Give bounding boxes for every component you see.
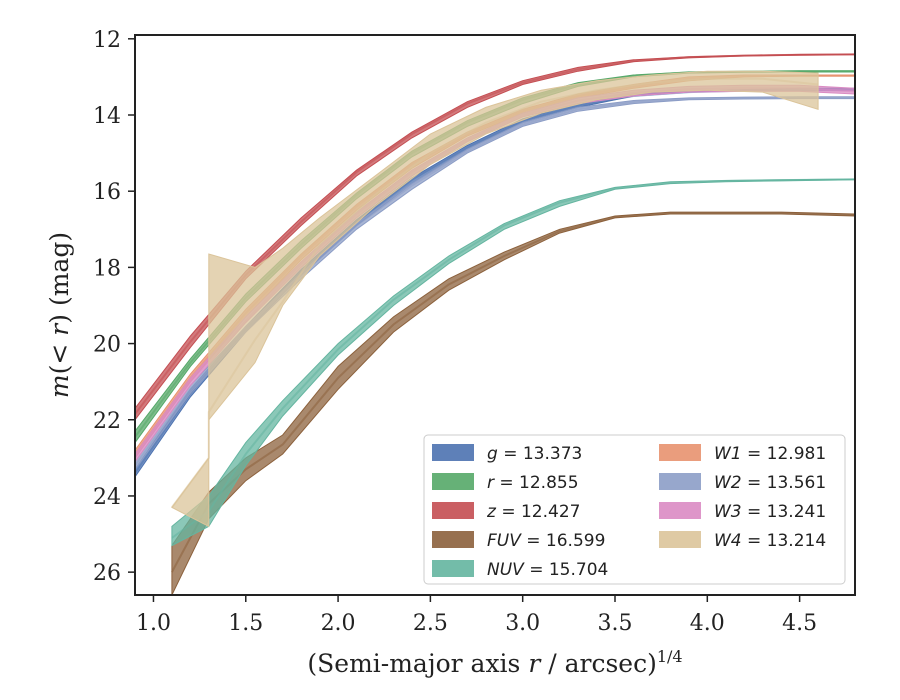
series-model-line-nuv bbox=[171, 178, 855, 539]
legend-swatch-w4 bbox=[659, 531, 701, 548]
y-tick-label: 14 bbox=[93, 104, 121, 129]
legend-swatch-fuv bbox=[432, 531, 474, 548]
x-tick-label: 2.0 bbox=[321, 611, 356, 636]
legend: g = 13.373 r = 12.855 z = 12.427 FUV = 16.5… bbox=[423, 434, 846, 585]
y-tick-label: 16 bbox=[93, 180, 121, 205]
series-layer bbox=[135, 53, 855, 595]
x-tick-label: 4.0 bbox=[690, 611, 725, 636]
legend-label-fuv: FUV = 16.599 bbox=[487, 531, 605, 551]
legend-swatch-g bbox=[432, 444, 474, 461]
x-tick-label: 1.5 bbox=[228, 611, 263, 636]
legend-swatch-nuv bbox=[432, 560, 474, 577]
y-axis: 12 14 16 18 20 22 24 26 bbox=[93, 28, 135, 586]
x-axis: 1.0 1.5 2.0 2.5 3.0 3.5 4.0 4.5 bbox=[136, 595, 817, 636]
x-tick-label: 4.5 bbox=[782, 611, 817, 636]
plot-frame bbox=[134, 34, 856, 596]
y-tick-label: 22 bbox=[93, 409, 121, 434]
legend-swatch-w2 bbox=[659, 473, 701, 490]
legend-label-g: g = 13.373 bbox=[487, 444, 582, 464]
series-band-nuv bbox=[171, 178, 855, 547]
series-band-z bbox=[135, 53, 855, 421]
series-band-w4 bbox=[171, 70, 819, 528]
series-model-line-fuv bbox=[171, 212, 855, 573]
legend-swatch-r bbox=[432, 473, 474, 490]
y-axis-label: m(< r) (mag) bbox=[45, 232, 74, 398]
legend-label-z: z = 12.427 bbox=[486, 502, 580, 522]
x-tick-label: 3.0 bbox=[505, 611, 540, 636]
legend-box bbox=[423, 434, 846, 585]
legend-swatch-w1 bbox=[659, 444, 701, 461]
y-tick-label: 20 bbox=[93, 333, 121, 358]
legend-label-w1: W1 = 12.981 bbox=[714, 444, 826, 464]
x-axis-label: (Semi-major axis r / arcsec)1/4 bbox=[307, 647, 682, 678]
legend-swatch-w3 bbox=[659, 502, 701, 519]
legend-label-nuv: NUV = 15.704 bbox=[487, 560, 608, 580]
series-model-line-z bbox=[135, 53, 855, 415]
y-tick-label: 18 bbox=[93, 256, 121, 281]
y-tick-label: 24 bbox=[93, 485, 121, 510]
legend-label-w3: W3 = 13.241 bbox=[714, 502, 826, 522]
x-tick-label: 2.5 bbox=[413, 611, 448, 636]
x-tick-label: 3.5 bbox=[598, 611, 633, 636]
legend-label-r: r = 12.855 bbox=[487, 473, 579, 493]
legend-label-w2: W2 = 13.561 bbox=[714, 473, 826, 493]
x-tick-label: 1.0 bbox=[136, 611, 171, 636]
legend-label-w4: W4 = 13.214 bbox=[714, 531, 826, 551]
y-tick-label: 12 bbox=[93, 28, 121, 53]
series-band-fuv bbox=[171, 211, 855, 595]
series-band-w2 bbox=[135, 96, 855, 471]
series-model-line-w4 bbox=[171, 77, 819, 508]
legend-swatch-z bbox=[432, 502, 474, 519]
y-tick-label: 26 bbox=[93, 561, 121, 586]
